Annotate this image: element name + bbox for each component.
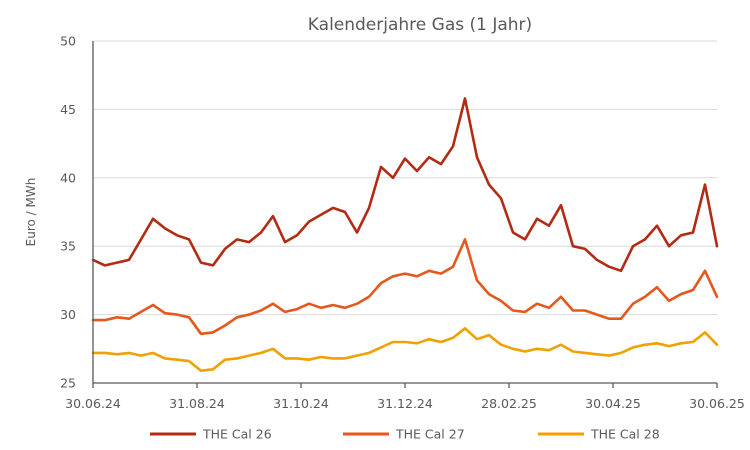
y-tick-label: 50 xyxy=(60,34,76,49)
gridlines xyxy=(93,40,717,316)
legend-item-3: THE Cal 28 xyxy=(538,427,660,442)
legend-label: THE Cal 27 xyxy=(395,427,465,442)
x-tick-label: 30.04.25 xyxy=(585,396,641,411)
series-line-1 xyxy=(91,97,719,273)
y-tick-label: 40 xyxy=(60,170,76,185)
x-axis-ticks: 30.06.24 31.08.24 31.10.24 31.12.24 28.02.25… xyxy=(65,383,745,411)
y-tick-label: 30 xyxy=(60,307,76,322)
x-tick-label: 31.08.24 xyxy=(169,396,225,411)
legend-label: THE Cal 28 xyxy=(590,427,660,442)
axes xyxy=(92,41,717,384)
y-tick-label: 25 xyxy=(60,376,76,391)
x-tick-label: 31.10.24 xyxy=(273,396,329,411)
series-lines xyxy=(91,97,719,372)
y-axis-ticks: 25 30 35 40 45 50 xyxy=(60,34,76,391)
x-tick-label: 30.06.24 xyxy=(65,396,121,411)
legend-item-1: THE Cal 26 xyxy=(150,427,272,442)
y-tick-label: 35 xyxy=(60,239,76,254)
series-line-3 xyxy=(91,327,719,372)
y-tick-label: 45 xyxy=(60,102,76,117)
series-line-2 xyxy=(91,238,719,336)
y-axis-label: Euro / MWh xyxy=(24,178,38,247)
x-tick-label: 30.06.25 xyxy=(689,396,745,411)
legend-item-2: THE Cal 27 xyxy=(343,427,465,442)
x-tick-label: 31.12.24 xyxy=(377,396,433,411)
chart-title: Kalenderjahre Gas (1 Jahr) xyxy=(308,15,532,35)
legend-label: THE Cal 26 xyxy=(202,427,272,442)
x-tick-label: 28.02.25 xyxy=(481,396,537,411)
legend: THE Cal 26 THE Cal 27 THE Cal 28 xyxy=(150,427,660,442)
